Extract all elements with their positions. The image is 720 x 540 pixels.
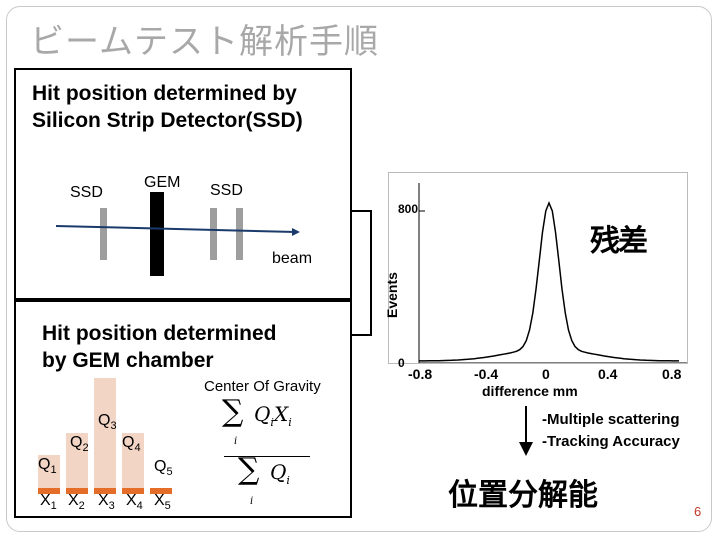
ytick-800: 800 bbox=[398, 202, 419, 216]
charge-bar bbox=[66, 433, 88, 488]
residual-histogram bbox=[388, 172, 688, 364]
beam-arrowhead bbox=[292, 228, 300, 236]
ssd-right-label: SSD bbox=[210, 182, 243, 199]
ssd-plane-3 bbox=[236, 208, 243, 260]
x4-label: X4 bbox=[126, 492, 143, 513]
position-resolution: 位置分解能 bbox=[448, 479, 598, 512]
ytick-0: 0 bbox=[398, 356, 405, 370]
note-multiple-scattering: -Multiple scattering bbox=[542, 411, 680, 428]
ssd-left-label: SSD bbox=[70, 184, 103, 201]
ssd-heading-line2: Silicon Strip Detector(SSD) bbox=[32, 109, 303, 132]
xtick-1: -0.8 bbox=[408, 366, 433, 382]
ssd-plane-2 bbox=[210, 208, 217, 260]
charge-bar bbox=[94, 378, 116, 488]
ssd-heading-line1: Hit position determined by bbox=[32, 82, 297, 105]
note-tracking-accuracy: -Tracking Accuracy bbox=[542, 433, 680, 450]
beam-setup-diagram bbox=[55, 192, 300, 276]
histogram-line bbox=[419, 201, 679, 362]
bracket-connector bbox=[352, 210, 372, 336]
gem-detector bbox=[150, 192, 164, 276]
histogram-ylabel: Events bbox=[384, 272, 400, 318]
xtick-2: -0.4 bbox=[474, 366, 499, 382]
charge-bar bbox=[122, 433, 144, 488]
strip-base bbox=[66, 488, 88, 494]
q4-label: Q4 bbox=[122, 434, 141, 455]
ssd-plane-1 bbox=[100, 208, 107, 260]
cog-label: Center Of Gravity bbox=[204, 378, 321, 395]
x5-label: X5 bbox=[154, 492, 171, 513]
beam-line bbox=[55, 225, 297, 233]
x1-label: X1 bbox=[40, 492, 57, 513]
xtick-5: 0.8 bbox=[662, 366, 682, 382]
x2-label: X2 bbox=[68, 492, 85, 513]
strip-base bbox=[122, 488, 144, 494]
page-number: 6 bbox=[694, 504, 702, 519]
q5-label: Q5 bbox=[154, 458, 173, 479]
x3-label: X3 bbox=[98, 492, 115, 513]
gem-heading-line1: Hit position determined bbox=[42, 322, 277, 345]
strip-base bbox=[38, 488, 60, 494]
beam-label: beam bbox=[272, 250, 313, 267]
xtick-3: 0 bbox=[542, 366, 550, 382]
slide-frame bbox=[6, 6, 712, 532]
strip-base bbox=[150, 488, 172, 494]
q1-label: Q1 bbox=[38, 456, 57, 477]
charge-distribution bbox=[38, 378, 172, 494]
histogram-plot bbox=[418, 183, 687, 364]
q3-label: Q3 bbox=[98, 412, 117, 433]
strip-base bbox=[94, 488, 116, 494]
gem-label: GEM bbox=[144, 174, 181, 191]
slide-title: ビームテスト解析手順 bbox=[30, 22, 379, 62]
residual-annotation: 残差 bbox=[590, 225, 648, 258]
down-arrow-icon bbox=[519, 406, 533, 456]
gem-heading-line2: by GEM chamber bbox=[42, 349, 214, 372]
charge-bar bbox=[38, 455, 60, 488]
gem-section-box: Hit position determined by GEM chamber C… bbox=[14, 300, 352, 518]
q2-label: Q2 bbox=[70, 434, 89, 455]
xtick-4: 0.4 bbox=[598, 366, 618, 382]
histogram-xlabel: difference mm bbox=[482, 383, 578, 399]
ssd-section-box: Hit position determined by Silicon Strip… bbox=[14, 68, 352, 300]
